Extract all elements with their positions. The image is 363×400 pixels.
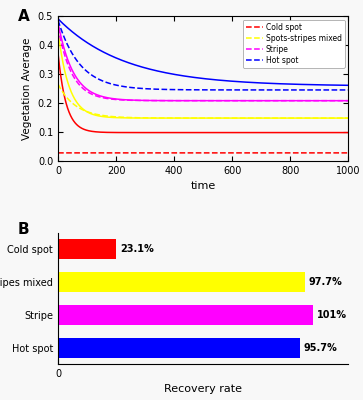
Text: 101%: 101%	[317, 310, 347, 320]
Bar	[58, 305, 313, 325]
Text: 95.7%: 95.7%	[303, 343, 337, 353]
Bar	[58, 272, 305, 292]
Text: B: B	[17, 222, 29, 237]
Text: 23.1%: 23.1%	[120, 244, 154, 254]
Bar	[58, 239, 117, 259]
Legend: Cold spot, Spots-stripes mixed, Stripe, Hot spot: Cold spot, Spots-stripes mixed, Stripe, …	[243, 20, 344, 68]
Text: 97.7%: 97.7%	[309, 277, 342, 287]
Y-axis label: Vegetation Average: Vegetation Average	[22, 37, 32, 140]
X-axis label: Recovery rate: Recovery rate	[164, 384, 242, 394]
Bar	[58, 338, 300, 358]
Text: A: A	[17, 9, 29, 24]
X-axis label: time: time	[191, 182, 216, 192]
